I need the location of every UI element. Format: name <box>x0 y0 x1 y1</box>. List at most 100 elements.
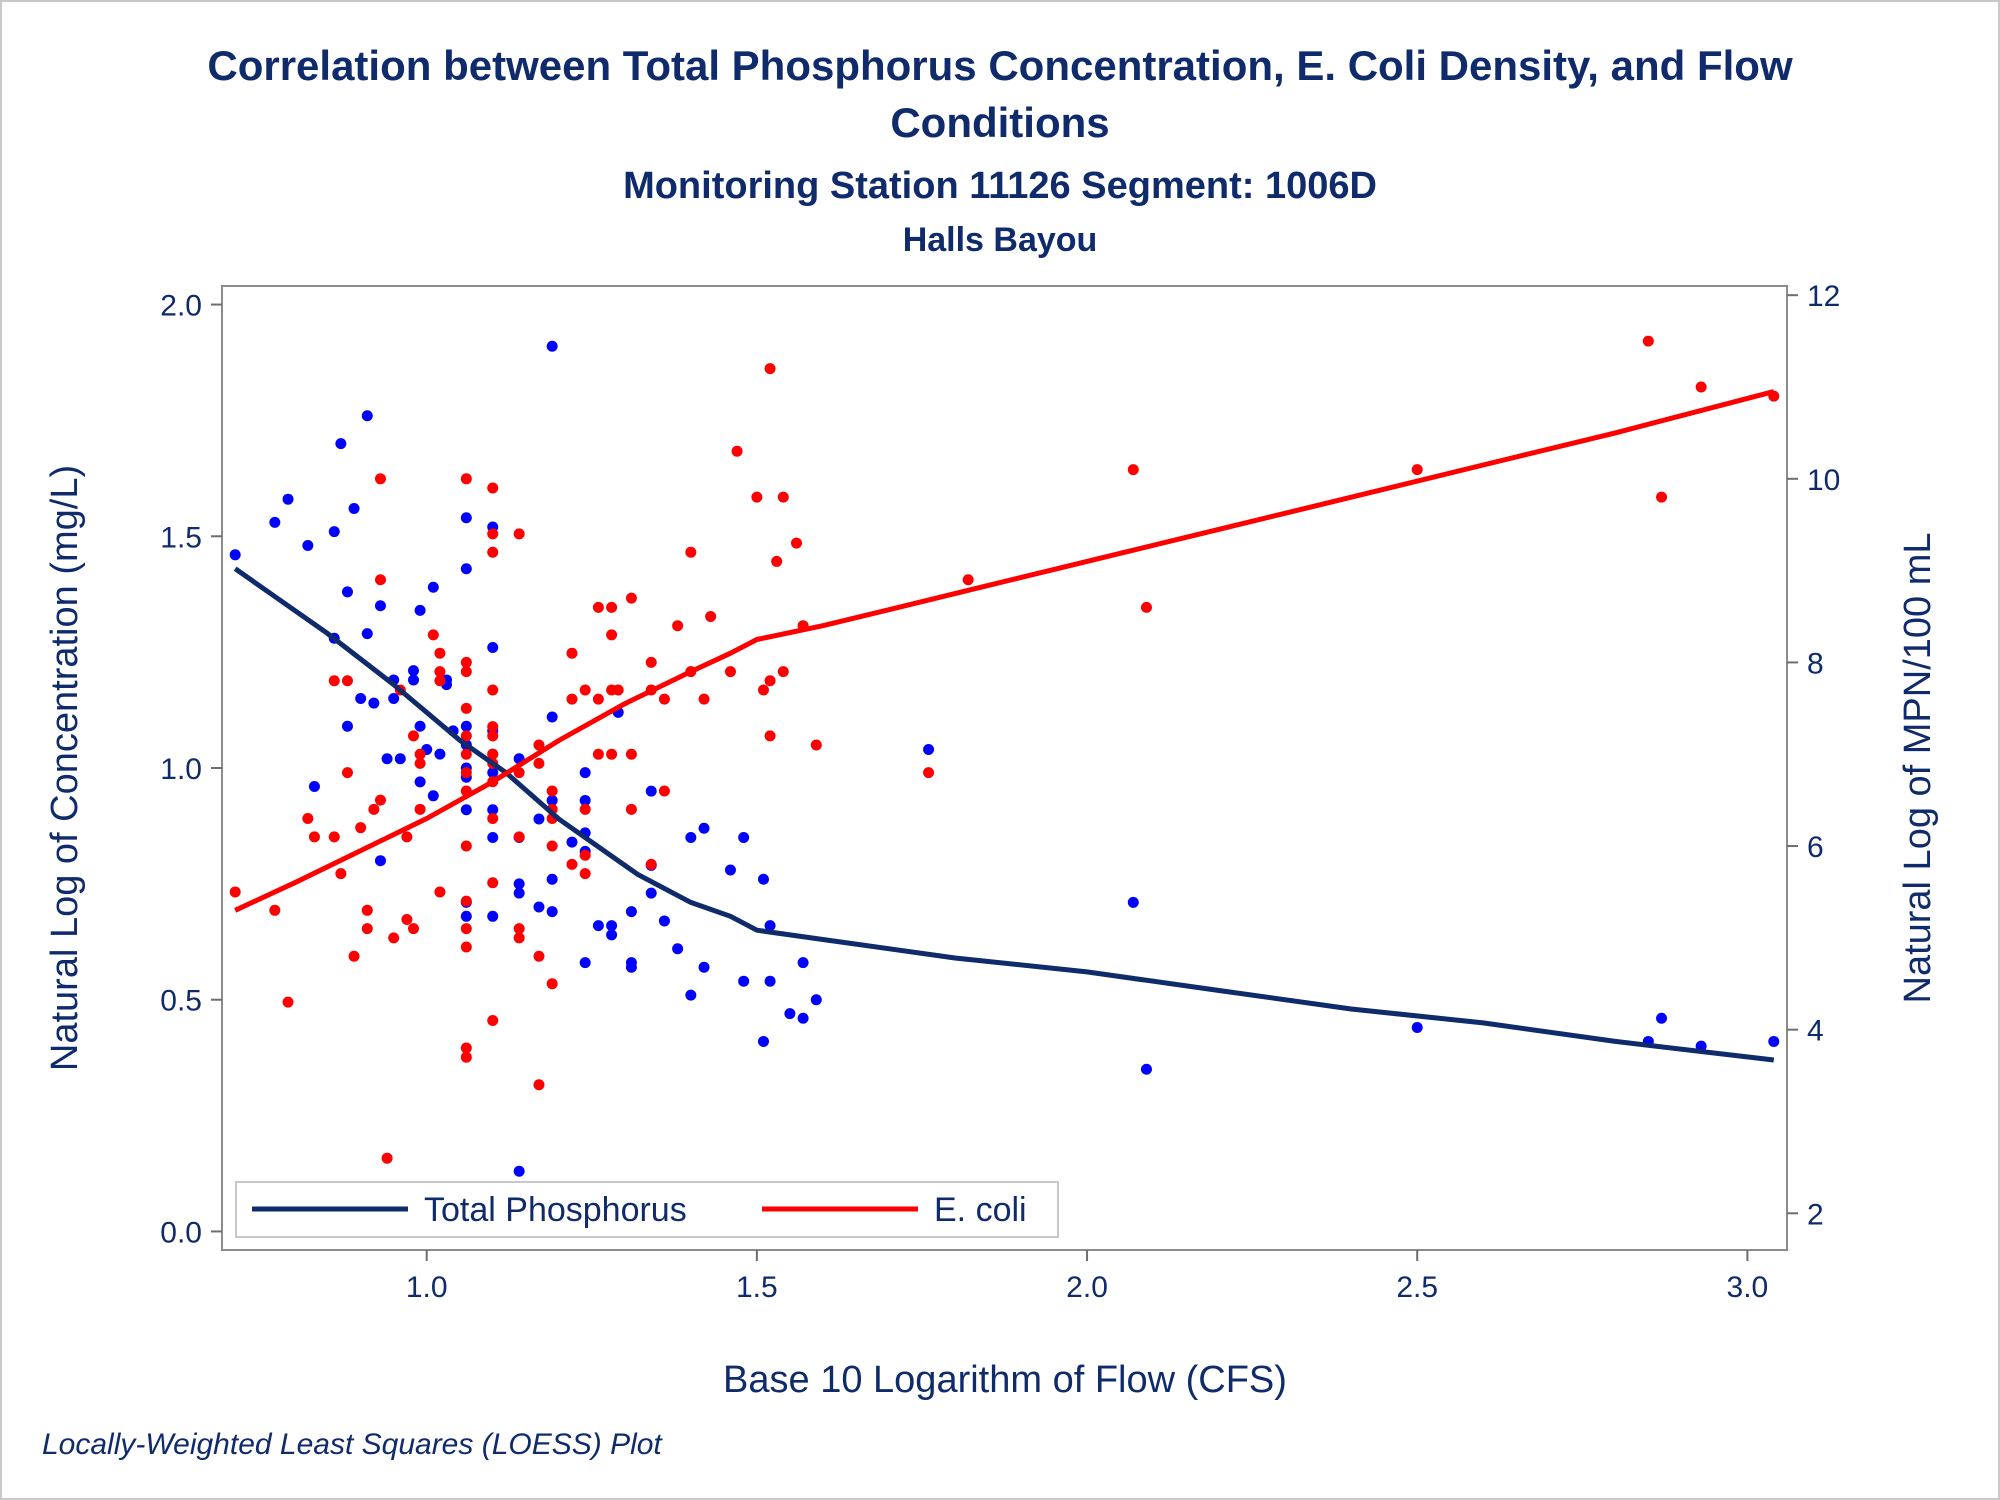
e-coli-point <box>328 831 340 843</box>
legend: Total Phosphorus E. coli <box>235 1181 1059 1238</box>
y2-axis-title: Natural Log of MPN/100 mL <box>1897 532 1939 1003</box>
total-phosphorus-point <box>335 438 347 450</box>
total-phosphorus-point <box>427 790 439 802</box>
axis-ticks: 1.0 1.5 2.0 2.5 3.0 0.0 0.5 1.0 1.5 2.0 2 4 6 8 10 12 <box>160 280 1840 1304</box>
e-coli-point <box>533 757 545 769</box>
total-phosphorus-point <box>341 720 353 732</box>
total-phosphorus-point <box>381 753 393 765</box>
total-phosphorus-point <box>361 628 373 640</box>
y2-tick-label: 8 <box>1807 647 1824 680</box>
e-coli-point <box>533 1079 545 1091</box>
e-coli-point <box>645 656 657 668</box>
e-coli-point <box>606 629 618 641</box>
total-phosphorus-point <box>672 943 684 955</box>
e-coli-point <box>374 574 386 586</box>
e-coli-point <box>460 767 472 779</box>
total-phosphorus-point <box>302 540 314 552</box>
e-coli-point <box>625 748 637 760</box>
e-coli-point <box>460 656 472 668</box>
e-coli-point <box>434 886 446 898</box>
total-phosphorus-point <box>341 586 353 598</box>
e-coli-point <box>460 1042 472 1054</box>
e-coli-point <box>374 473 386 485</box>
e-coli-point <box>645 858 657 870</box>
e-coli-point <box>355 822 367 834</box>
total-phosphorus-point <box>579 957 591 969</box>
y-tick-label: 0.5 <box>160 985 202 1018</box>
total-phosphorus-point <box>348 502 360 514</box>
e-coli-point <box>790 537 802 549</box>
plot-area <box>221 285 1788 1251</box>
y2-tick-label: 2 <box>1807 1198 1824 1231</box>
y-tick-label: 0.0 <box>160 1216 202 1249</box>
y2-tick-label: 6 <box>1807 831 1824 864</box>
total-phosphorus-point <box>579 794 591 806</box>
e-coli-point <box>414 803 426 815</box>
total-phosphorus-point <box>407 665 419 677</box>
total-phosphorus-point <box>460 512 472 524</box>
total-phosphorus-point <box>414 604 426 616</box>
e-coli-point <box>566 693 578 705</box>
e-coli-point <box>757 684 769 696</box>
e-coli-point <box>335 868 347 880</box>
total-phosphorus-point <box>606 920 618 932</box>
e-coli-point <box>810 739 822 751</box>
y-tick-label: 2.0 <box>160 290 202 323</box>
y-tick-label: 1.5 <box>160 521 202 554</box>
e-coli-point <box>546 785 558 797</box>
e-coli-point <box>361 904 373 916</box>
total-phosphorus-point <box>1140 1063 1152 1075</box>
e-coli-loess-line <box>234 389 1775 913</box>
legend-label-e-coli: E. coli <box>934 1191 1027 1229</box>
total-phosphorus-point <box>923 743 935 755</box>
total-phosphorus-point <box>269 516 281 528</box>
e-coli-point <box>1656 491 1668 503</box>
total-phosphorus-point <box>784 1008 796 1020</box>
e-coli-point <box>229 886 241 898</box>
e-coli-point <box>368 803 380 815</box>
e-coli-point <box>401 913 413 925</box>
e-coli-point <box>533 950 545 962</box>
e-coli-point <box>592 748 604 760</box>
e-coli-point <box>460 730 472 742</box>
total-phosphorus-point <box>414 776 426 788</box>
e-coli-point <box>705 611 717 623</box>
y-axis-title: Natural Log of Concentration (mg/L) <box>44 465 86 1071</box>
e-coli-point <box>698 693 710 705</box>
total-phosphorus-point <box>533 901 545 913</box>
e-coli-point <box>302 812 314 824</box>
e-coli-point <box>612 684 624 696</box>
e-coli-point <box>460 941 472 953</box>
e-coli-point <box>460 895 472 907</box>
footnote: Locally-Weighted Least Squares (LOESS) P… <box>42 1428 662 1461</box>
e-coli-point <box>513 528 525 540</box>
total-phosphorus-point <box>606 929 618 941</box>
total-phosphorus-point <box>757 873 769 885</box>
e-coli-point <box>434 666 446 678</box>
total-phosphorus-point <box>487 804 499 816</box>
e-coli-point <box>407 730 419 742</box>
total-phosphorus-point <box>546 794 558 806</box>
chart-title-continued: Conditions <box>890 99 1110 146</box>
total-phosphorus-point <box>645 887 657 899</box>
total-phosphorus-point <box>427 581 439 593</box>
e-coli-point <box>751 491 763 503</box>
y-tick-label: 1.0 <box>160 753 202 786</box>
total-phosphorus-point <box>361 410 373 422</box>
e-coli-point <box>658 785 670 797</box>
total-phosphorus-point <box>797 1012 809 1024</box>
total-phosphorus-point <box>698 961 710 973</box>
total-phosphorus-point <box>764 920 776 932</box>
e-coli-point <box>1642 335 1654 347</box>
e-coli-point <box>487 877 499 889</box>
total-phosphorus-point <box>282 493 294 505</box>
e-coli-point <box>731 445 743 457</box>
total-phosphorus-point <box>546 711 558 723</box>
total-phosphorus-point <box>658 915 670 927</box>
total-phosphorus-point <box>355 692 367 704</box>
e-coli-point <box>592 693 604 705</box>
total-phosphorus-point <box>487 767 499 779</box>
e-coli-point <box>606 748 618 760</box>
e-coli-point <box>592 601 604 613</box>
e-coli-point <box>533 739 545 751</box>
